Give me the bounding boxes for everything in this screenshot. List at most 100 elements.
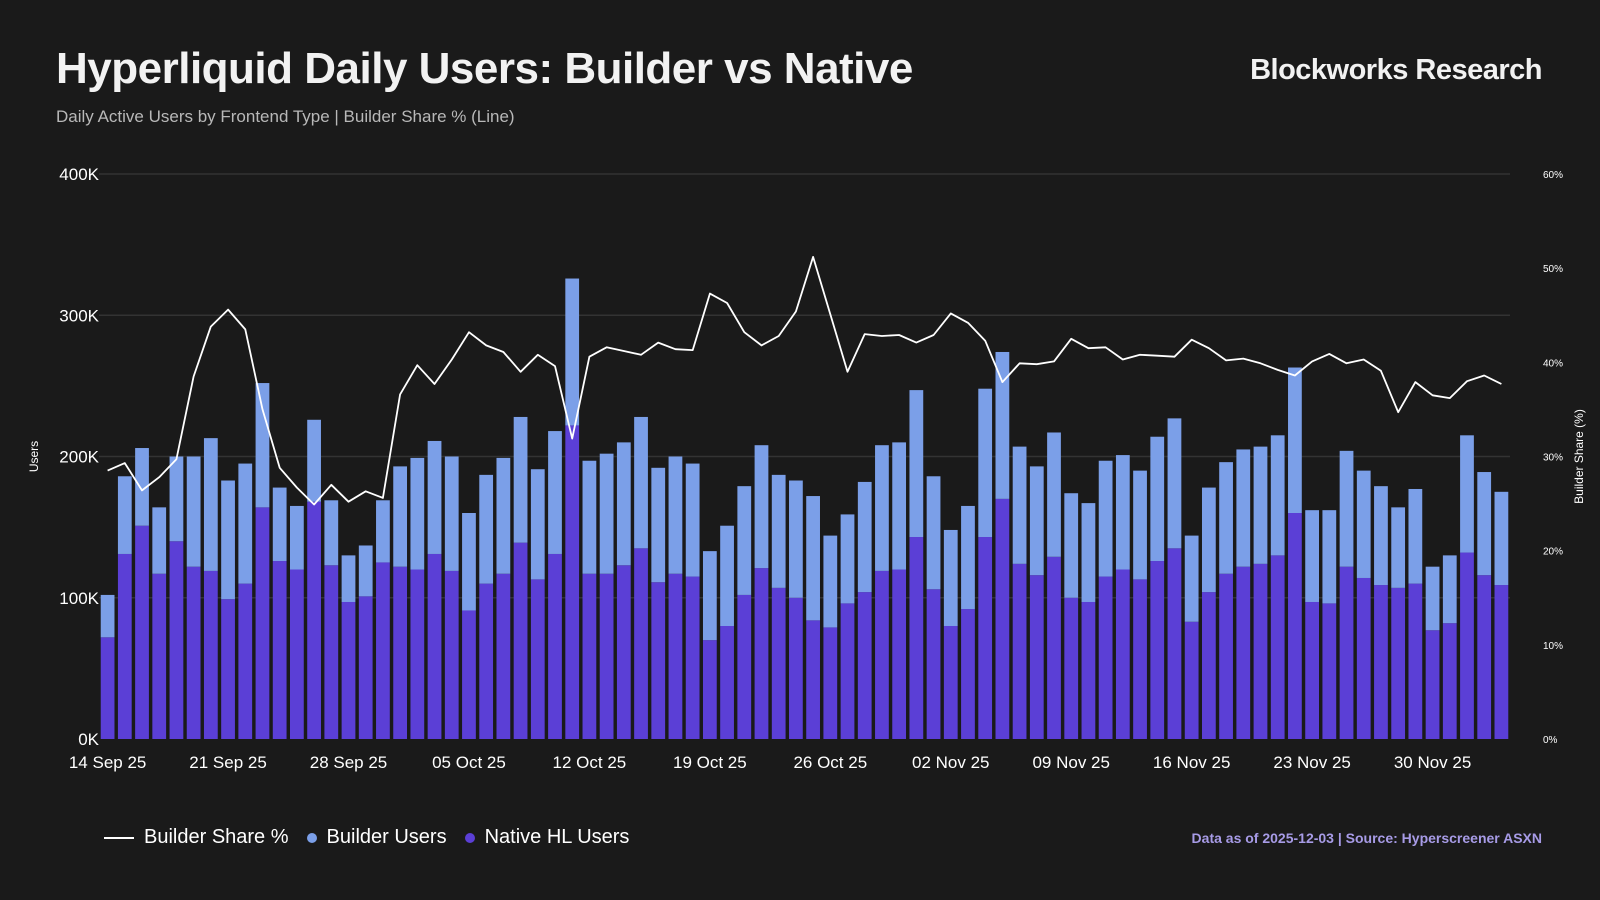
native-bar xyxy=(789,597,803,739)
native-bar xyxy=(307,501,321,739)
x-tick-label: 09 Nov 25 xyxy=(1032,753,1110,772)
y2-tick-label: 30% xyxy=(1543,453,1563,464)
builder-bar xyxy=(1253,446,1268,564)
y2-tick-label: 40% xyxy=(1543,358,1563,369)
native-bar xyxy=(1115,569,1130,739)
builder-bar xyxy=(616,442,631,566)
builder-bar xyxy=(1322,510,1337,604)
native-bar xyxy=(1012,563,1027,739)
builder-bar xyxy=(1133,470,1147,580)
builder-bar xyxy=(1460,435,1474,553)
native-bar xyxy=(720,626,734,739)
native-bar xyxy=(1133,579,1147,739)
native-bar xyxy=(823,627,838,739)
builder-share-line xyxy=(107,255,1502,506)
legend: Builder Share % Builder Users Native HL … xyxy=(104,826,629,849)
native-bar xyxy=(875,570,889,739)
native-bar xyxy=(1460,552,1474,739)
legend-item-native-users: Native HL Users xyxy=(464,826,630,849)
x-tick-label: 14 Sep 25 xyxy=(69,753,147,772)
native-bar xyxy=(565,425,580,739)
native-bar xyxy=(754,568,769,739)
native-bar xyxy=(582,573,597,739)
native-bar xyxy=(1477,575,1492,739)
native-bar xyxy=(1322,603,1337,739)
native-bar xyxy=(943,626,958,739)
native-bar xyxy=(1047,556,1061,739)
native-bar xyxy=(1219,573,1233,739)
native-bar xyxy=(1391,587,1406,739)
builder-bar xyxy=(1167,418,1182,549)
builder-bar xyxy=(1064,493,1079,598)
native-bar xyxy=(1029,575,1044,739)
native-bar xyxy=(1408,583,1423,739)
builder-bar xyxy=(961,505,975,610)
native-bar xyxy=(479,583,494,739)
builder-bar xyxy=(634,416,648,549)
builder-bar xyxy=(1425,566,1440,631)
builder-bar xyxy=(1201,487,1216,593)
chart-title: Hyperliquid Daily Users: Builder vs Nati… xyxy=(56,44,913,93)
native-bar xyxy=(961,609,975,739)
y-tick-label: 200K xyxy=(59,448,99,467)
native-bar xyxy=(393,566,408,739)
native-bar xyxy=(203,570,218,739)
native-bar xyxy=(513,542,528,739)
builder-bar xyxy=(1219,462,1233,574)
native-bar xyxy=(1425,630,1440,739)
chart-subtitle: Daily Active Users by Frontend Type | Bu… xyxy=(56,107,515,126)
builder-bar xyxy=(909,390,924,538)
builder-bar xyxy=(255,383,270,508)
native-bar xyxy=(135,525,149,739)
native-bar xyxy=(599,573,614,739)
native-bar xyxy=(616,565,631,739)
axes-group: 0K 100K 200K 300K 400K 0% 10% 20% 30% 40% 50% 60% Us… xyxy=(27,165,1586,772)
builder-bar xyxy=(272,487,287,562)
native-bar xyxy=(1081,601,1096,739)
builder-bar xyxy=(1270,435,1285,556)
native-bar xyxy=(290,569,304,739)
native-bar xyxy=(410,569,425,739)
y-tick-label: 400K xyxy=(59,165,99,184)
builder-bar xyxy=(169,456,184,542)
builder-bar xyxy=(668,456,683,574)
native-bar xyxy=(376,562,390,739)
native-bar xyxy=(462,610,476,739)
builder-bar xyxy=(892,442,907,570)
builder-bar xyxy=(789,480,803,598)
native-bar xyxy=(1356,577,1371,739)
builder-bar xyxy=(875,445,889,571)
native-bar xyxy=(634,548,648,739)
builder-bar xyxy=(1305,510,1319,602)
native-bar xyxy=(1270,555,1285,739)
builder-bar xyxy=(1184,535,1199,622)
native-bar xyxy=(651,582,666,739)
native-bar xyxy=(857,592,872,739)
x-tick-label: 28 Sep 25 xyxy=(310,753,388,772)
legend-label-native-users: Native HL Users xyxy=(484,826,630,848)
builder-bar xyxy=(1477,472,1492,576)
native-bar xyxy=(427,553,442,739)
builder-bar xyxy=(1081,503,1096,602)
legend-label-builder-share: Builder Share % xyxy=(144,826,289,848)
builder-bar xyxy=(1098,460,1113,577)
native-bar xyxy=(1253,563,1268,739)
native-bar xyxy=(238,583,253,739)
native-bar xyxy=(341,601,356,739)
x-tick-label: 19 Oct 25 xyxy=(673,753,747,772)
x-tick-label: 26 Oct 25 xyxy=(793,753,867,772)
builder-bar xyxy=(1029,466,1044,576)
builder-bar xyxy=(702,551,717,641)
y2-tick-label: 60% xyxy=(1543,170,1563,181)
share-line-group xyxy=(107,255,1502,506)
x-tick-label: 30 Nov 25 xyxy=(1394,753,1472,772)
native-bar xyxy=(324,565,339,739)
native-bar xyxy=(926,589,941,739)
source-note: Data as of 2025-12-03 | Source: Hyperscr… xyxy=(1191,830,1542,846)
builder-bar xyxy=(1494,491,1509,586)
builder-bar xyxy=(737,486,752,595)
native-bar xyxy=(169,541,184,739)
native-bar xyxy=(272,561,287,739)
builder-bar xyxy=(1374,486,1388,586)
